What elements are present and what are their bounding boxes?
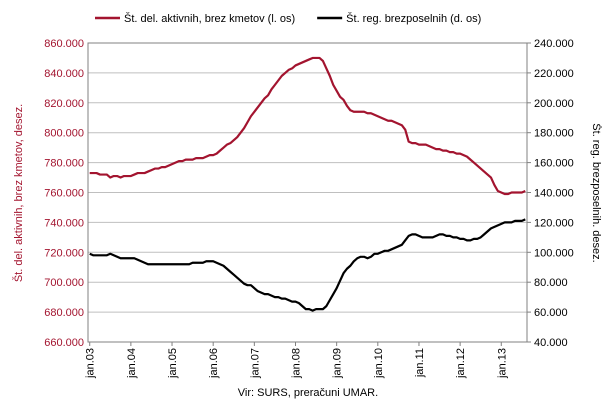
legend-label: Št. del. aktivnih, brez kmetov (l. os) xyxy=(124,12,295,25)
x-tick-label: jan.11 xyxy=(414,348,426,378)
y-tick-label: 680.000 xyxy=(44,307,84,319)
y-tick-label: 660.000 xyxy=(44,337,84,349)
series-line xyxy=(89,56,526,196)
x-tick-label: jan.13 xyxy=(496,348,508,379)
legend-label: Št. reg. brezposelnih (d. os) xyxy=(346,12,481,25)
x-tick-label: jan.09 xyxy=(332,348,344,379)
x-tick-label: jan.03 xyxy=(85,348,97,379)
source-note: Vir: SURS, preračuni UMAR. xyxy=(238,387,378,399)
y2-tick-label: 160.000 xyxy=(534,158,574,170)
y-tick-label: 800.000 xyxy=(44,128,84,140)
y2-tick-label: 200.000 xyxy=(534,98,574,110)
y-tick-label: 860.000 xyxy=(44,38,84,50)
y-tick-label: 780.000 xyxy=(44,158,84,170)
y2-tick-label: 60.000 xyxy=(534,307,568,319)
y2-tick-label: 240.000 xyxy=(534,38,574,50)
y-tick-label: 700.000 xyxy=(44,277,84,289)
y-tick-label: 840.000 xyxy=(44,68,84,80)
y2-tick-label: 140.000 xyxy=(534,188,574,200)
y2-tick-label: 100.000 xyxy=(534,247,574,259)
plot-frame xyxy=(87,42,528,343)
x-tick-label: jan.12 xyxy=(455,348,467,379)
y2-tick-label: 40.000 xyxy=(534,337,568,349)
x-tick-label: jan.06 xyxy=(208,348,220,379)
y-axis-label: Št. del. aktivnih, brez kmetov, desez. xyxy=(12,104,25,282)
y2-tick-label: 120.000 xyxy=(534,217,574,229)
y2-axis-label: Št. reg. brezposelnih. desez. xyxy=(590,123,602,262)
x-tick-label: jan.04 xyxy=(126,348,138,379)
x-tick-label: jan.07 xyxy=(249,348,261,379)
y-tick-label: 820.000 xyxy=(44,98,84,110)
y-tick-label: 740.000 xyxy=(44,217,84,229)
series-line xyxy=(89,218,526,312)
y2-tick-label: 80.000 xyxy=(534,277,568,289)
x-tick-label: jan.05 xyxy=(167,348,179,379)
x-tick-label: jan.08 xyxy=(290,348,302,379)
y-tick-label: 720.000 xyxy=(44,247,84,259)
y2-tick-label: 180.000 xyxy=(534,128,574,140)
y2-tick-label: 220.000 xyxy=(534,68,574,80)
y-tick-label: 760.000 xyxy=(44,188,84,200)
x-tick-label: jan.10 xyxy=(373,348,385,379)
